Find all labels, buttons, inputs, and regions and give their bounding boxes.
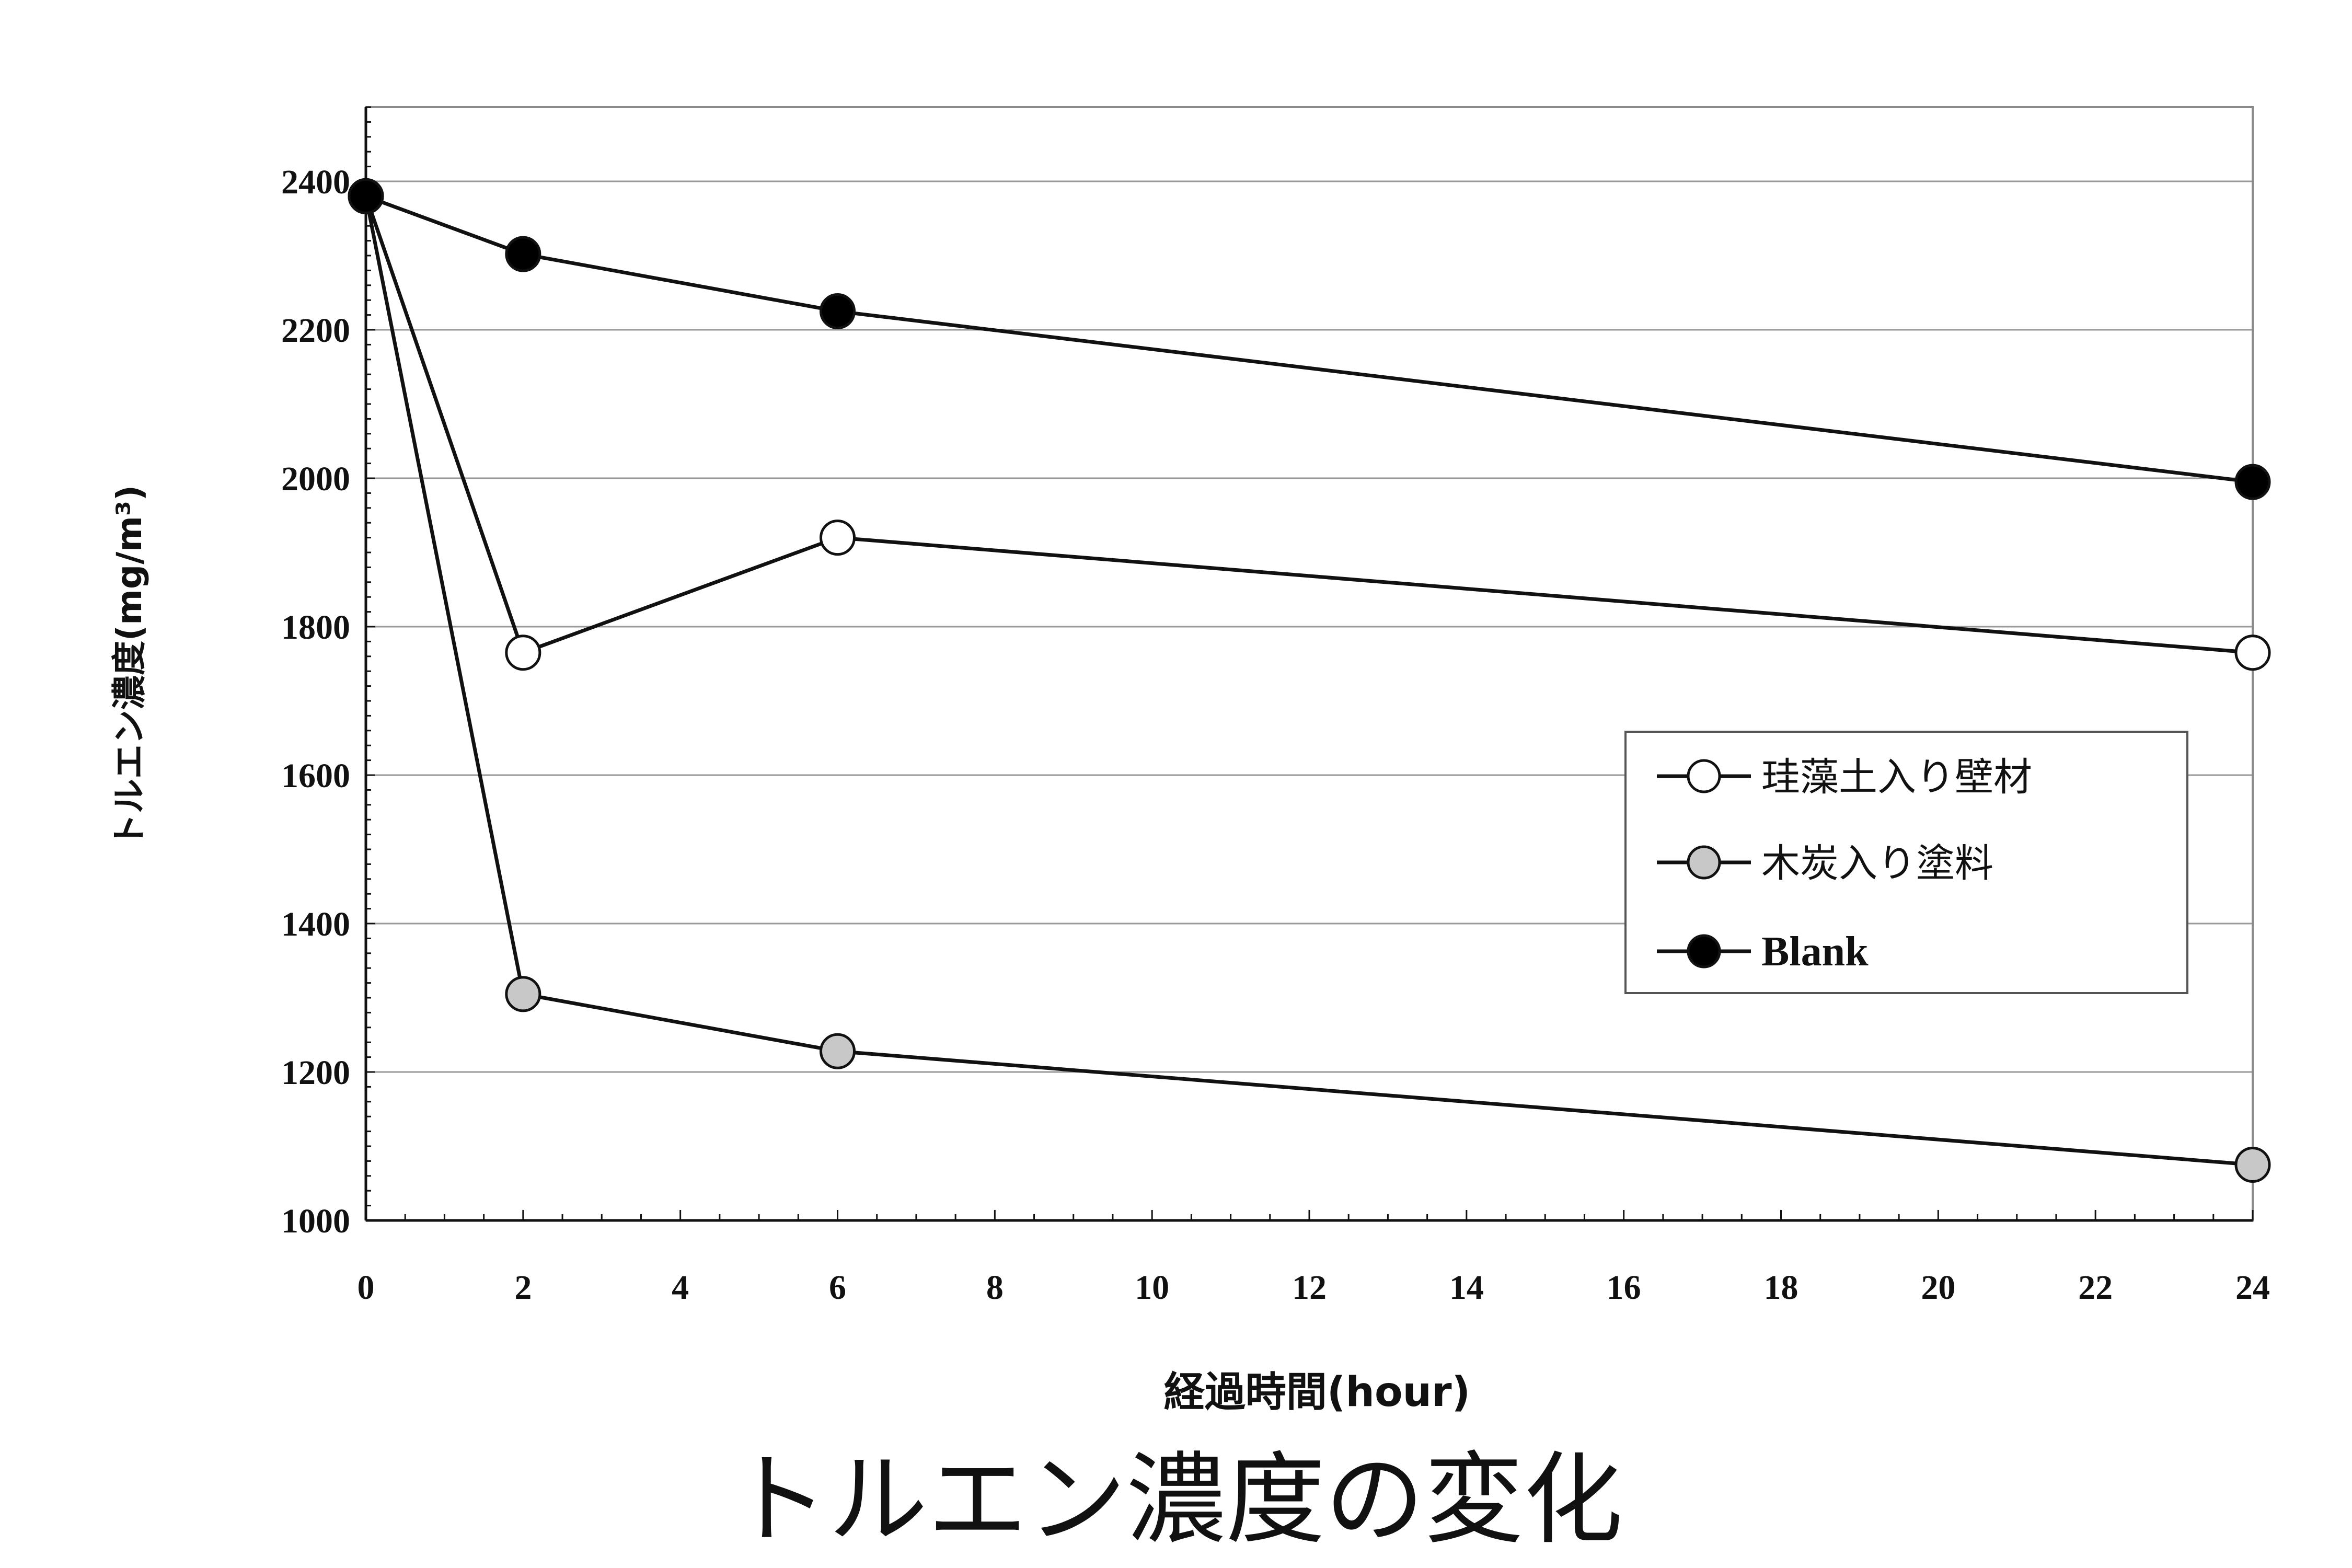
- y-tick-label: 1600: [281, 757, 350, 795]
- y-tick-label: 2400: [281, 163, 350, 201]
- legend-label-2: 木炭入り塗料: [1761, 841, 1993, 886]
- y-tick-label: 1000: [281, 1202, 350, 1240]
- data-point-series-3: [820, 293, 856, 329]
- data-point-series-2: [2234, 1147, 2271, 1183]
- series-line-2: [364, 195, 2253, 1167]
- y-tick-label: 2000: [281, 460, 350, 498]
- y-tick-label: 2200: [281, 312, 350, 350]
- legend-marker-3: [1687, 934, 1721, 969]
- y-tick-label: 1800: [281, 608, 350, 647]
- x-tick-label: 10: [1135, 1269, 1169, 1307]
- x-tick-label: 4: [672, 1269, 689, 1307]
- data-point-series-3: [348, 178, 384, 214]
- x-tick-label: 6: [829, 1269, 846, 1307]
- x-tick-label: 20: [1921, 1269, 1955, 1307]
- series-lines: [364, 194, 2253, 1167]
- x-tick-label: 24: [2235, 1269, 2270, 1307]
- x-axis-title: 経過時間(hour): [1164, 1369, 1470, 1416]
- legend-marker-2: [1687, 845, 1721, 880]
- data-point-series-3: [505, 236, 541, 272]
- data-point-series-3: [2234, 464, 2271, 500]
- y-tick-label: 1400: [281, 905, 350, 943]
- x-tick-label: 0: [358, 1269, 375, 1307]
- series-markers: [348, 178, 2271, 1183]
- data-point-series-2: [820, 1033, 856, 1069]
- y-axis-title: トルエン濃度(mg/m³): [109, 485, 149, 848]
- data-point-series-1: [2234, 635, 2271, 671]
- x-tick-label: 18: [1764, 1269, 1798, 1307]
- data-point-series-1: [820, 520, 856, 556]
- x-tick-label: 12: [1292, 1269, 1327, 1307]
- x-tick-label: 14: [1449, 1269, 1484, 1307]
- grid-lines: [366, 180, 2253, 1073]
- x-tick-label: 2: [514, 1269, 532, 1307]
- y-tick-label: 1200: [281, 1054, 350, 1092]
- legend-label-3: Blank: [1761, 929, 1869, 975]
- data-point-series-2: [505, 976, 541, 1012]
- legend-label-1: 珪藻土入り壁材: [1761, 755, 2032, 800]
- x-tick-label: 16: [1607, 1269, 1641, 1307]
- series-line-3: [365, 194, 2253, 484]
- x-tick-label: 22: [2078, 1269, 2113, 1307]
- x-tick-label: 8: [986, 1269, 1004, 1307]
- legend-marker-1: [1687, 759, 1721, 793]
- series-line-1: [364, 195, 2253, 655]
- data-point-series-1: [505, 635, 541, 671]
- chart-caption: トルエン濃度の変化: [729, 1442, 1623, 1558]
